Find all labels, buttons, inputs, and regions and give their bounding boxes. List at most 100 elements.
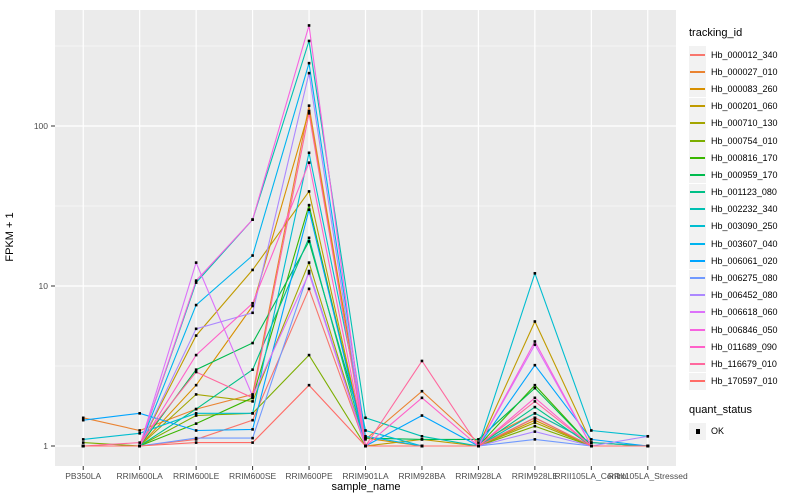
data-point (194, 407, 198, 411)
legend-color-title: tracking_id (689, 27, 743, 39)
legend-label: Hb_000201_060 (711, 101, 778, 112)
data-point (420, 444, 424, 448)
legend-key-swatch (689, 200, 706, 218)
data-point (307, 190, 311, 193)
data-point (533, 400, 537, 403)
data-point (194, 412, 198, 415)
legend-label: Hb_011689_090 (711, 341, 777, 352)
legend-item-Hb_003090_250: Hb_003090_250 (689, 217, 799, 235)
data-point (533, 405, 537, 409)
legend-line-icon (690, 311, 705, 314)
legend-label: Hb_006846_050 (711, 324, 778, 335)
data-point (138, 432, 141, 435)
legend-line-icon (690, 191, 705, 194)
x-tick-label: RRIM928LA (455, 471, 502, 481)
legend-key-swatch (689, 217, 706, 235)
data-point (364, 416, 367, 420)
legend-line-icon (690, 259, 705, 262)
legend-label: Hb_000816_170 (711, 152, 778, 163)
legend-item-Hb_006846_050: Hb_006846_050 (689, 321, 799, 339)
data-point (307, 203, 311, 207)
data-point (138, 412, 141, 415)
data-point (307, 240, 311, 243)
data-point (81, 418, 85, 422)
legend-key-swatch (689, 338, 706, 356)
data-point (477, 441, 480, 444)
data-point (251, 441, 254, 444)
legend-item-Hb_170597_010: Hb_170597_010 (689, 372, 799, 390)
data-point (194, 414, 198, 417)
legend-label: Hb_006061_020 (711, 255, 778, 266)
data-point (364, 429, 367, 432)
legend-line-icon (690, 53, 705, 56)
data-point (420, 438, 424, 441)
data-point (307, 109, 311, 113)
legend-key-swatch (689, 97, 706, 115)
quant-status-key (689, 422, 706, 440)
data-point (194, 279, 198, 282)
x-tick-label: RRIM600LE (173, 471, 220, 481)
legend-label: Hb_000027_010 (711, 66, 778, 77)
data-point (251, 341, 254, 345)
data-point (307, 269, 311, 273)
legend-item-Hb_003607_040: Hb_003607_040 (689, 235, 799, 253)
data-point (477, 444, 480, 448)
data-point (533, 272, 537, 275)
legend-label: Hb_003607_040 (711, 238, 778, 249)
data-point (533, 421, 537, 424)
data-point (251, 412, 254, 415)
legend-item-Hb_116679_010: Hb_116679_010 (689, 355, 799, 373)
data-point (194, 383, 198, 387)
data-point (81, 441, 85, 444)
data-point (81, 416, 85, 420)
data-point (307, 261, 311, 264)
data-point (194, 441, 198, 444)
legend-line-icon (690, 139, 705, 142)
legend-line-icon (690, 87, 705, 90)
data-point (194, 303, 198, 307)
data-point (420, 434, 424, 438)
data-point (251, 400, 254, 403)
data-point (251, 301, 254, 305)
legend-key-swatch (689, 183, 706, 201)
data-point (307, 272, 311, 275)
data-point (590, 429, 593, 432)
legend-item-Hb_006275_080: Hb_006275_080 (689, 269, 799, 287)
data-point (420, 359, 424, 363)
legend-label: Hb_170597_010 (711, 376, 778, 387)
x-tick-label: RRII105LA_Stressed (608, 471, 688, 481)
legend-label: Hb_116679_010 (711, 358, 777, 369)
data-point (364, 444, 367, 448)
data-point (307, 236, 311, 240)
legend-line-icon (690, 277, 705, 280)
data-point (81, 438, 85, 441)
data-point (307, 151, 311, 155)
legend-line-icon (690, 328, 705, 331)
data-point (251, 368, 254, 371)
quant-status-label: OK (711, 426, 725, 437)
data-point (194, 334, 198, 337)
data-point (251, 436, 254, 440)
data-point (590, 444, 593, 448)
data-point (533, 430, 537, 433)
data-point (420, 389, 424, 393)
data-point (251, 396, 254, 400)
data-point (364, 434, 367, 438)
legend-key-swatch (689, 355, 706, 373)
legend-key-swatch (689, 149, 706, 167)
y-tick-label: 10 (39, 281, 49, 291)
x-tick-label: PB350LA (65, 471, 101, 481)
data-point (646, 444, 650, 448)
data-point (533, 416, 537, 420)
data-point (251, 304, 254, 308)
legend-key-swatch (689, 303, 706, 321)
legend-label: Hb_006618_060 (711, 307, 778, 318)
legend-line-icon (690, 242, 705, 245)
data-point (533, 340, 537, 343)
data-point (646, 434, 650, 438)
legend-item-Hb_000959_170: Hb_000959_170 (689, 166, 799, 184)
legend-item-quant-status: OK (689, 422, 799, 440)
legend-key-swatch (689, 252, 706, 270)
